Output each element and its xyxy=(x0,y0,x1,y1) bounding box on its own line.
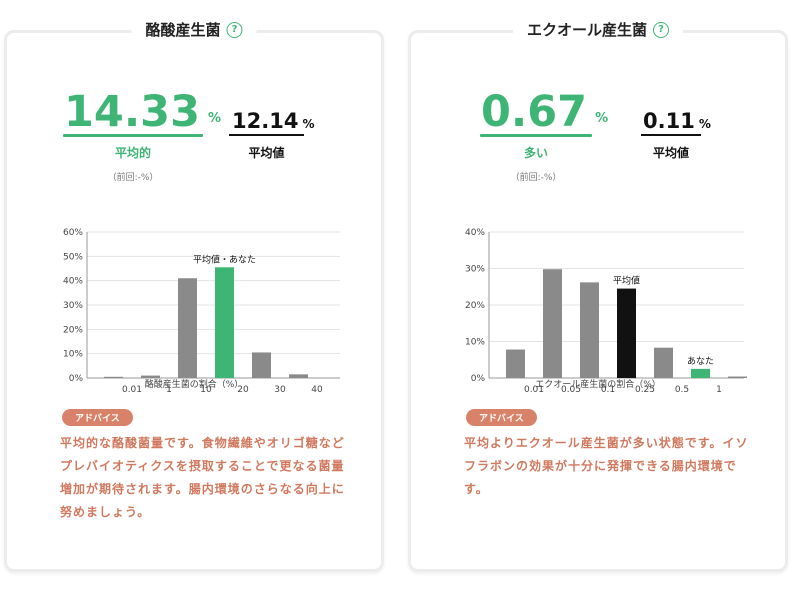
your-value-number: 14.33 xyxy=(64,87,201,137)
average-value-unit: % xyxy=(302,117,315,131)
bar xyxy=(506,349,525,378)
card-title: 酪酸産生菌 ? xyxy=(131,15,257,44)
average-underline xyxy=(641,134,701,136)
your-value-underline xyxy=(480,134,592,137)
average-value-number: 0.11 xyxy=(643,109,695,133)
bar-annotation: 平均値・あなた xyxy=(193,253,256,265)
status-label: 平均的 xyxy=(114,146,151,160)
card-title-text: 酪酸産生菌 xyxy=(145,21,221,39)
y-tick-label: 30% xyxy=(63,301,83,311)
average-value: 12.14% xyxy=(232,108,314,137)
bar xyxy=(141,375,160,378)
x-tick-label: 0.01 xyxy=(524,385,544,395)
card-title: エクオール産生菌 ? xyxy=(512,15,684,44)
x-tick-label: 1 xyxy=(716,385,722,395)
x-tick-label: 0.5 xyxy=(675,385,689,395)
average-underline xyxy=(229,134,304,136)
question-circle-icon[interactable]: ? xyxy=(226,21,243,38)
your-value: 14.33% xyxy=(64,87,221,144)
your-value: 0.67% xyxy=(481,87,608,144)
y-tick-label: 50% xyxy=(63,252,83,262)
bar xyxy=(580,282,599,378)
bar xyxy=(215,267,234,378)
your-value-underline xyxy=(63,134,203,137)
bar xyxy=(104,376,123,378)
y-tick-label: 10% xyxy=(63,350,83,360)
chart-x-axis-label: エクオール産生菌の割合（%） xyxy=(535,380,661,390)
previous-value: （前回:-%） xyxy=(107,173,159,183)
bar xyxy=(252,352,271,378)
your-value-number: 0.67 xyxy=(481,87,588,137)
bar xyxy=(654,347,673,378)
x-tick-label: 20 xyxy=(237,385,249,395)
average-value: 0.11% xyxy=(643,108,711,137)
y-tick-label: 40% xyxy=(63,277,83,287)
question-circle-icon[interactable]: ? xyxy=(653,21,670,38)
y-tick-label: 20% xyxy=(465,301,485,311)
chart-x-axis-label: 酪酸産生菌の割合（%） xyxy=(144,380,244,390)
y-tick-label: 10% xyxy=(465,338,485,348)
x-tick-label: 0.01 xyxy=(122,385,142,395)
advice-text: 平均よりエクオール産生菌が多い状態です。イソフラボンの効果が十分に発揮できる腸内… xyxy=(464,436,749,496)
equol-card: エクオール産生菌 ? 0.67% 多い （前回:-%） 0.11% 平均値 0%… xyxy=(408,15,788,572)
bar-annotation: 平均値 xyxy=(613,275,640,287)
x-tick-label: 1 xyxy=(166,385,172,395)
y-tick-label: 40% xyxy=(465,228,485,238)
x-tick-label: 0.1 xyxy=(601,385,615,395)
x-tick-label: 0.05 xyxy=(561,385,581,395)
your-value-unit: % xyxy=(208,111,222,126)
y-tick-label: 0% xyxy=(69,374,84,384)
advice-text: 平均的な酪酸菌量です。食物繊維やオリゴ糖などプレバイオティクスを摂取することで更… xyxy=(60,436,345,519)
bar xyxy=(691,368,710,378)
card-title-text: エクオール産生菌 xyxy=(526,21,648,39)
bar xyxy=(289,374,308,378)
y-tick-label: 20% xyxy=(63,325,83,335)
y-tick-label: 0% xyxy=(471,374,486,384)
x-tick-label: 40 xyxy=(311,385,323,395)
average-value-unit: % xyxy=(698,117,711,131)
y-tick-label: 60% xyxy=(63,228,83,238)
butyrate-card: 酪酸産生菌 ? 14.33% 平均的 （前回:-%） 12.14% 平均値 0%… xyxy=(4,15,384,572)
advice-badge: アドバイス xyxy=(466,409,537,426)
bar xyxy=(617,288,636,378)
x-tick-label: 0.25 xyxy=(635,385,655,395)
advice-badge: アドバイス xyxy=(62,409,133,426)
x-tick-label: 10 xyxy=(200,385,212,395)
bar xyxy=(728,376,747,378)
average-value-number: 12.14 xyxy=(232,109,299,133)
x-tick-label: 30 xyxy=(274,385,286,395)
bar xyxy=(178,278,197,378)
average-label: 平均値 xyxy=(652,146,689,160)
status-label: 多い xyxy=(523,146,548,160)
previous-value: （前回:-%） xyxy=(510,173,562,183)
y-tick-label: 30% xyxy=(465,265,485,275)
bar xyxy=(543,269,562,378)
butyrate-histogram: 0% 10% 20% 30% 40% 50% 60% 0.01 1 10 20 30 40 平均値・あなた xyxy=(63,228,340,395)
your-value-unit: % xyxy=(595,111,609,126)
bar-annotation: あなた xyxy=(687,356,714,367)
average-label: 平均値 xyxy=(248,146,285,160)
